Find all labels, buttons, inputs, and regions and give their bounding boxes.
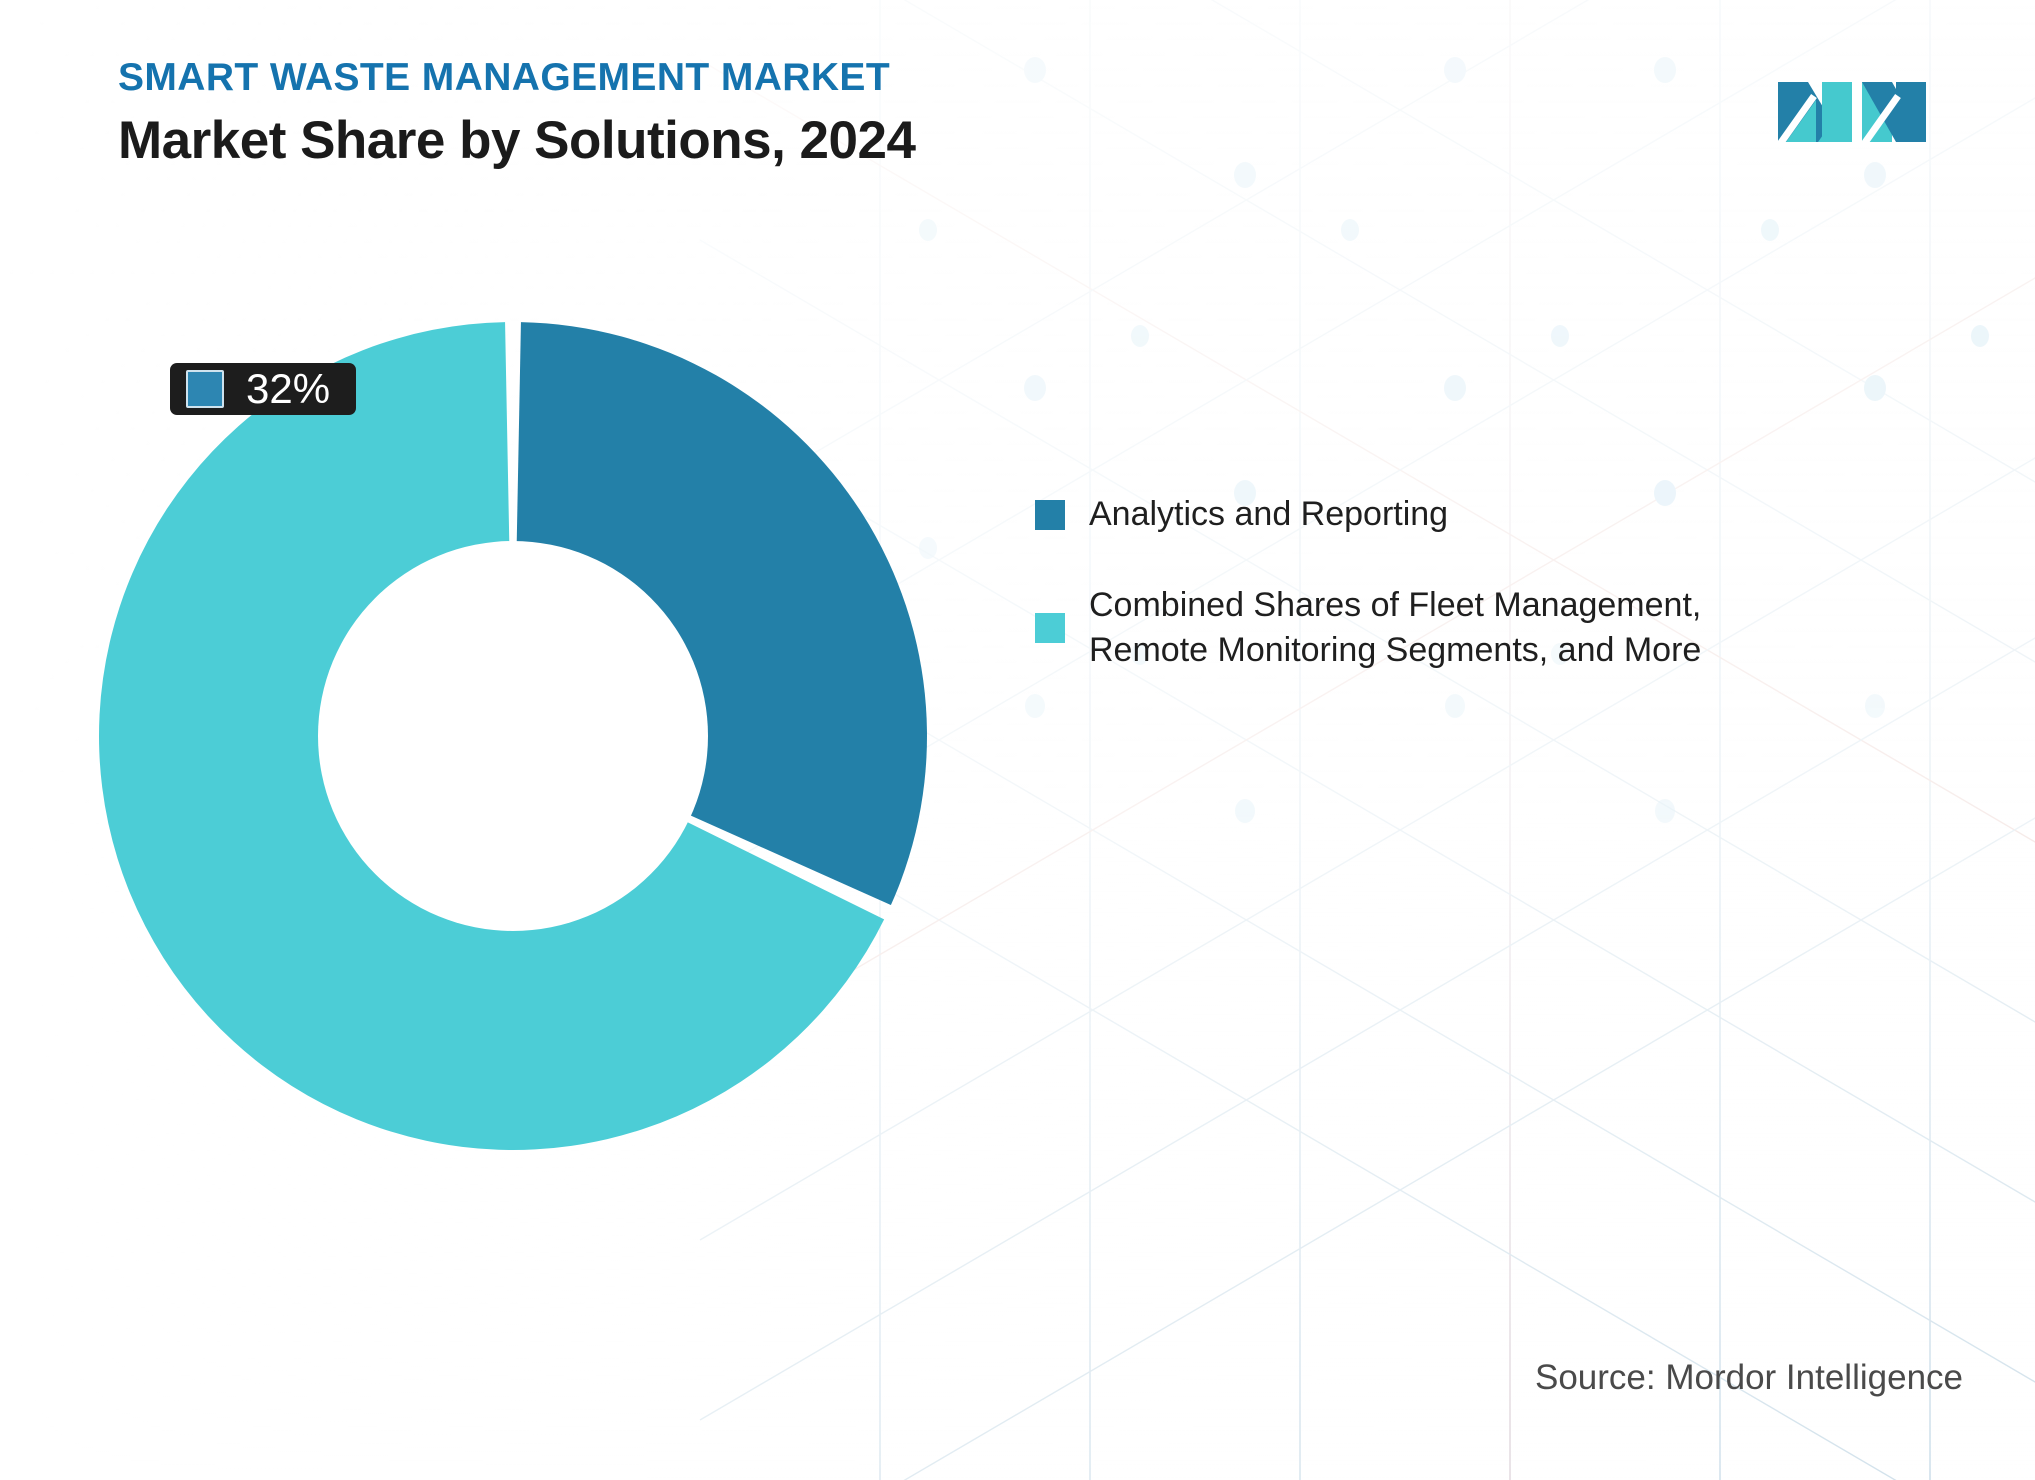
callout-value-label: 32% (246, 365, 331, 412)
legend-swatch-icon (1035, 613, 1065, 644)
chart-title: Market Share by Solutions, 2024 (118, 110, 916, 170)
legend-item-label: Analytics and Reporting (1089, 495, 1449, 533)
legend-item-combined-shares[interactable]: Combined Shares of Fleet Management, Rem… (1035, 583, 1795, 673)
mordor-intelligence-logo-icon (1778, 78, 1926, 146)
donut-hole (318, 541, 708, 931)
donut-chart (98, 320, 928, 1152)
source-attribution: Source: Mordor Intelligence (1535, 1358, 1963, 1397)
legend-item-label: Combined Shares of Fleet Management, Rem… (1089, 586, 1702, 670)
legend-swatch-icon (1035, 499, 1065, 530)
chart-eyebrow-title: SMART WASTE MANAGEMENT MARKET (118, 56, 891, 99)
legend-item-analytics-and-reporting[interactable]: Analytics and Reporting (1035, 492, 1795, 537)
chart-legend: Analytics and Reporting Combined Shares … (1035, 492, 1795, 674)
data-label-callout: 32% (170, 363, 357, 415)
callout-color-swatch (186, 370, 224, 408)
chart-header: SMART WASTE MANAGEMENT MARKET Market Sha… (118, 56, 1318, 170)
